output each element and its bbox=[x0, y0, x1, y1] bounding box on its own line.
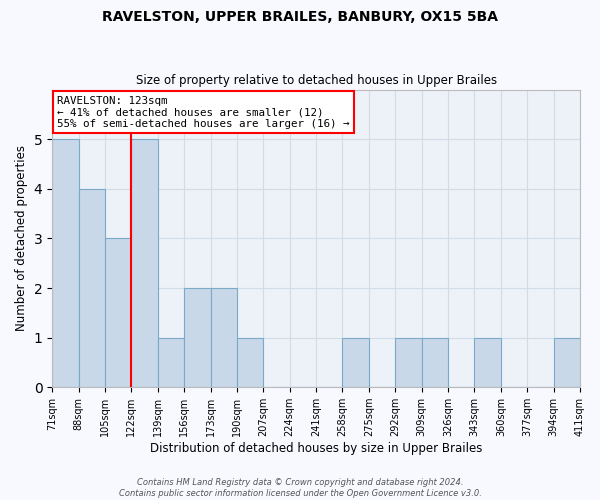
Bar bbox=[184, 288, 211, 387]
Bar bbox=[131, 139, 158, 387]
Bar bbox=[79, 189, 105, 387]
Title: Size of property relative to detached houses in Upper Brailes: Size of property relative to detached ho… bbox=[136, 74, 497, 87]
Bar bbox=[422, 338, 448, 387]
Text: Contains HM Land Registry data © Crown copyright and database right 2024.
Contai: Contains HM Land Registry data © Crown c… bbox=[119, 478, 481, 498]
X-axis label: Distribution of detached houses by size in Upper Brailes: Distribution of detached houses by size … bbox=[150, 442, 482, 455]
Bar bbox=[158, 338, 184, 387]
Bar bbox=[395, 338, 422, 387]
Bar bbox=[343, 338, 369, 387]
Bar bbox=[105, 238, 131, 387]
Bar bbox=[554, 338, 580, 387]
Text: RAVELSTON: 123sqm
← 41% of detached houses are smaller (12)
55% of semi-detached: RAVELSTON: 123sqm ← 41% of detached hous… bbox=[58, 96, 350, 128]
Text: RAVELSTON, UPPER BRAILES, BANBURY, OX15 5BA: RAVELSTON, UPPER BRAILES, BANBURY, OX15 … bbox=[102, 10, 498, 24]
Bar bbox=[211, 288, 237, 387]
Y-axis label: Number of detached properties: Number of detached properties bbox=[15, 146, 28, 332]
Bar bbox=[52, 139, 79, 387]
Bar bbox=[237, 338, 263, 387]
Bar bbox=[475, 338, 501, 387]
